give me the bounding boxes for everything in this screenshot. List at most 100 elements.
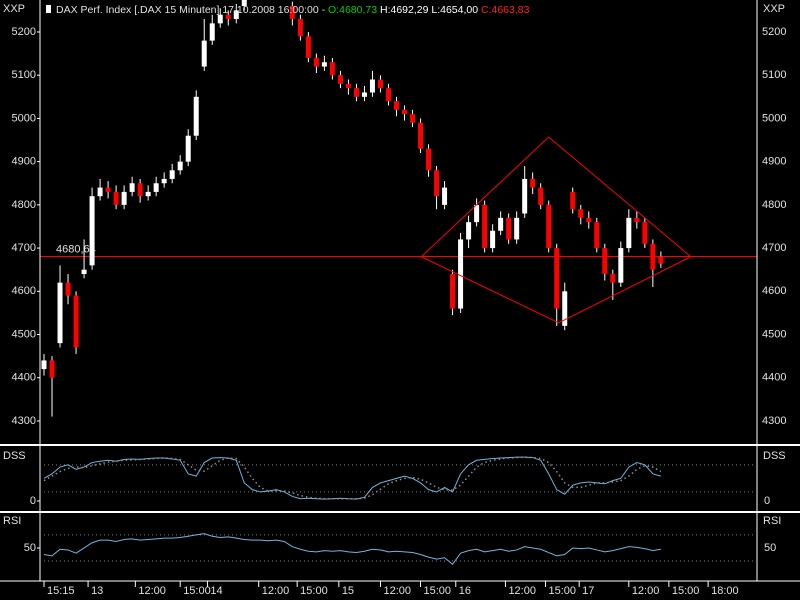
y-tick-label: 4900 — [12, 156, 36, 168]
y-tick-label: 50 — [24, 542, 36, 554]
level-label: 4680,64 — [56, 243, 96, 255]
candle-body — [177, 161, 183, 171]
candle-body — [594, 222, 600, 249]
candle-body — [65, 282, 71, 296]
candle-body — [129, 183, 135, 192]
candle-body — [137, 183, 143, 197]
y-tick-label-right: 0 — [764, 495, 770, 507]
candle-body — [538, 187, 544, 205]
panel-label: RSI — [3, 515, 21, 527]
candle-body — [450, 274, 456, 309]
candle-body — [353, 88, 359, 97]
candle-body — [402, 109, 408, 115]
y-tick-label-right: 4800 — [762, 199, 786, 211]
y-tick-label: 5000 — [12, 112, 36, 124]
y-tick-label-right: 4600 — [762, 285, 786, 297]
candle-body — [506, 217, 512, 240]
candle-body — [153, 183, 159, 192]
x-tick-label: 12:00 — [383, 585, 411, 597]
candle-body — [305, 36, 311, 58]
candle-body — [498, 217, 504, 231]
panel-label-right: DSS — [763, 450, 786, 462]
candle-body — [49, 360, 55, 378]
candle-body — [241, 0, 247, 7]
y-tick-label: 4800 — [12, 199, 36, 211]
candle-body — [530, 178, 536, 188]
x-tick-label: 16 — [459, 585, 471, 597]
candle-body — [169, 170, 175, 179]
candle-body — [41, 360, 47, 370]
x-tick-label: 12:00 — [508, 585, 536, 597]
candle-body — [89, 196, 95, 266]
candle-body — [650, 243, 656, 270]
candle-body — [345, 83, 351, 89]
y-tick-label: 4300 — [12, 415, 36, 427]
candle-body — [321, 62, 327, 67]
y-tick-label-right: 5200 — [762, 26, 786, 38]
candle-body — [418, 122, 424, 149]
y-tick-label: 4700 — [12, 242, 36, 254]
candle-body — [225, 14, 231, 20]
candle-body — [361, 92, 367, 97]
indicator-line — [43, 456, 662, 500]
candle-body — [570, 191, 576, 210]
x-tick-label: 15:00 — [549, 585, 577, 597]
candle-body — [161, 178, 167, 184]
header-open: O:4680,73 — [328, 4, 377, 16]
x-tick-label: 12:00 — [632, 585, 660, 597]
candle-body — [490, 230, 496, 249]
y-tick-label: 0 — [30, 495, 36, 507]
diamond-pattern — [420, 136, 692, 324]
candle-body — [658, 256, 664, 264]
header-title: DAX Perf. Index [.DAX 15 Minuten] 17.10.… — [56, 4, 328, 16]
panel-label-right: RSI — [763, 515, 781, 527]
x-tick-label: 15:00 — [672, 585, 700, 597]
candle-body — [313, 57, 319, 67]
candle-body — [578, 209, 584, 218]
indicator-line — [43, 533, 661, 566]
x-tick-label: 15:00 — [424, 585, 452, 597]
x-tick-label: 12:00 — [138, 585, 166, 597]
candle-body — [586, 217, 592, 223]
x-tick-label: 13 — [91, 585, 103, 597]
axis-label-right: XXP — [763, 3, 785, 15]
candle-body — [73, 295, 79, 348]
candle-body — [57, 282, 63, 344]
y-tick-label-right: 50 — [764, 542, 776, 554]
header: DAX Perf. Index [.DAX 15 Minuten] 17.10.… — [56, 4, 530, 16]
y-tick-label: 5200 — [12, 26, 36, 38]
candle-body — [426, 148, 432, 171]
x-tick-label: 18:00 — [711, 585, 739, 597]
candle-body — [97, 187, 103, 197]
candle-body — [474, 204, 480, 223]
candle-body — [410, 114, 416, 123]
candle-body — [185, 135, 191, 162]
candle-body — [337, 75, 343, 84]
candle-body — [610, 274, 616, 283]
y-tick-label: 5100 — [12, 69, 36, 81]
candle-body — [385, 88, 391, 102]
candle-body — [602, 248, 608, 275]
candle-body — [377, 79, 383, 89]
x-tick-label: 15 — [342, 585, 354, 597]
x-tick-label: 17 — [582, 585, 594, 597]
y-tick-label-right: 5100 — [762, 69, 786, 81]
header-close: C:4663,83 — [481, 4, 530, 16]
header-high-low: H:4692,29 L:4654,00 — [380, 4, 478, 16]
y-tick-label-right: 4900 — [762, 156, 786, 168]
candle-body — [618, 248, 624, 283]
x-tick-label: 12:00 — [262, 585, 290, 597]
candle-body — [393, 101, 399, 110]
candle-body — [458, 239, 464, 309]
candle-body — [105, 187, 111, 192]
candle-body — [297, 19, 303, 37]
x-tick-label: 15:00 — [183, 585, 211, 597]
candle-body — [514, 217, 520, 240]
candle-body — [121, 191, 127, 205]
candle-body — [217, 14, 223, 24]
y-tick-label-right: 4400 — [762, 372, 786, 384]
candle-body — [145, 191, 151, 197]
